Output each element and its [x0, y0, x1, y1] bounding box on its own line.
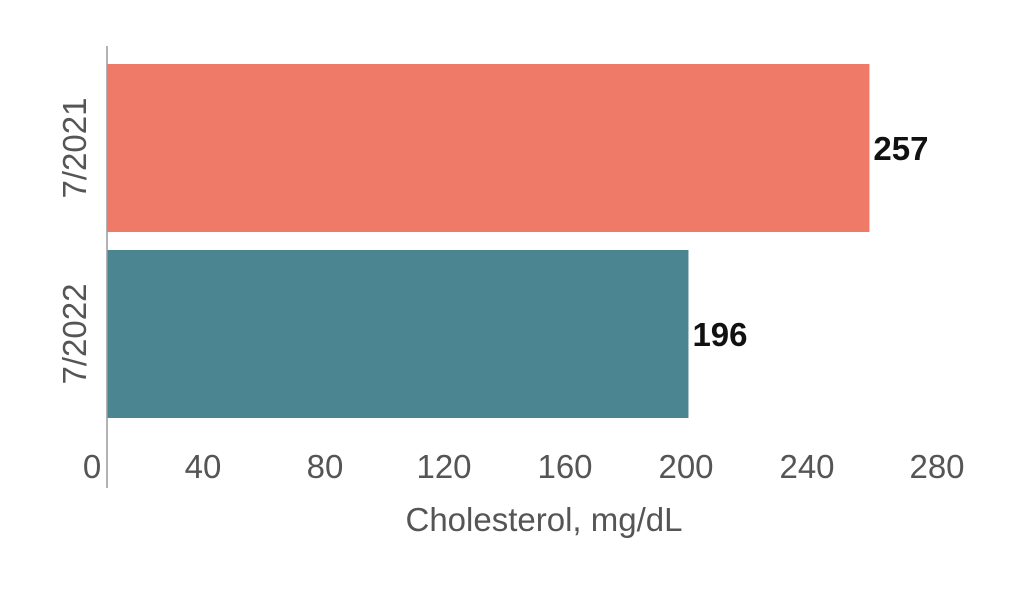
data-labels-group: 257 196 [692, 130, 928, 353]
x-tick-label: 160 [537, 448, 592, 485]
bars-group [107, 64, 870, 418]
x-tick-labels-group: 0 40 80 120 160 200 240 280 [83, 448, 965, 485]
bar-7-2022 [107, 250, 689, 418]
x-tick-label: 120 [416, 448, 471, 485]
data-label: 196 [692, 316, 747, 353]
x-tick-label: 200 [658, 448, 713, 485]
category-label: 7/2021 [56, 98, 93, 199]
x-tick-label: 0 [83, 448, 101, 485]
x-tick-label: 280 [909, 448, 964, 485]
category-labels-group: 7/2021 7/2022 [56, 98, 93, 385]
x-axis-title: Cholesterol, mg/dL [406, 501, 683, 538]
data-label: 257 [873, 130, 928, 167]
x-tick-label: 80 [307, 448, 344, 485]
bar-7-2021 [107, 64, 870, 232]
x-tick-label: 240 [779, 448, 834, 485]
x-tick-label: 40 [185, 448, 222, 485]
category-label: 7/2022 [56, 284, 93, 385]
